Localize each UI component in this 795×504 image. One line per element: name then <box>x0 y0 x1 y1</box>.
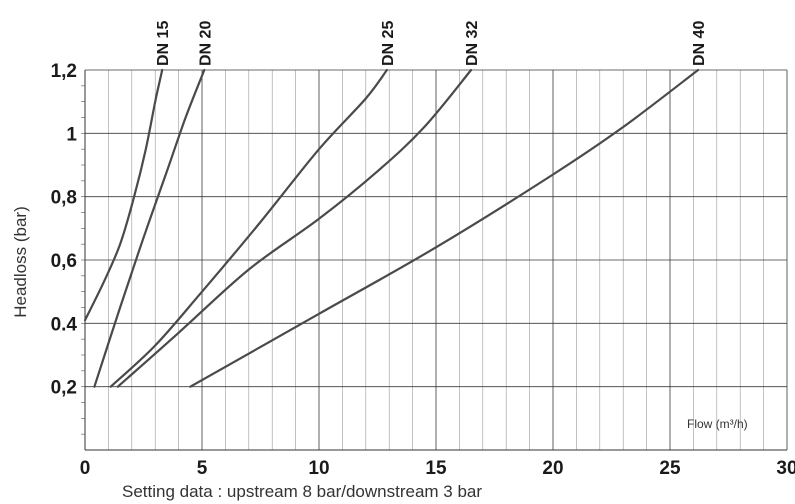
y-tick-label: 0,2 <box>51 378 77 399</box>
x-tick-label: 0 <box>80 458 91 479</box>
grid <box>85 69 788 450</box>
series-label-dn-20: DN 20 <box>197 21 214 66</box>
tick-labels: 0 5 10 15 20 25 30 0,2 0.4 0,6 0,8 1 1,2 <box>51 61 795 479</box>
series-label-dn-32: DN 32 <box>464 21 481 66</box>
x-axis-label: Flow (m³/h) <box>687 417 748 431</box>
x-tick-label: 10 <box>308 458 329 479</box>
x-tick-label: 5 <box>197 458 208 479</box>
setting-note: Setting data : upstream 8 bar/downstream… <box>122 482 482 501</box>
y-tick-label: 0.4 <box>51 314 78 335</box>
y-axis-label: Headloss (bar) <box>11 206 30 318</box>
curve-dn-20 <box>93 68 206 388</box>
curve-dn-32 <box>116 68 473 388</box>
x-tick-label: 15 <box>425 458 447 479</box>
curve-dn-15 <box>83 68 164 322</box>
axes <box>81 70 787 451</box>
series-label-dn-25: DN 25 <box>380 21 397 66</box>
curves <box>83 68 700 388</box>
series-labels: DN 15 DN 20 DN 25 DN 32 DN 40 <box>155 21 708 66</box>
curve-dn-40 <box>189 68 700 388</box>
x-tick-label: 30 <box>776 458 795 479</box>
y-tick-label: 0,8 <box>51 188 77 209</box>
y-tick-label: 1 <box>66 124 77 145</box>
x-tick-label: 25 <box>659 458 681 479</box>
x-tick-label: 20 <box>542 458 563 479</box>
curve-dn-25 <box>109 68 388 388</box>
series-label-dn-15: DN 15 <box>155 21 172 66</box>
y-tick-label: 1,2 <box>51 61 77 82</box>
y-tick-label: 0,6 <box>51 251 77 272</box>
series-label-dn-40: DN 40 <box>691 21 708 66</box>
